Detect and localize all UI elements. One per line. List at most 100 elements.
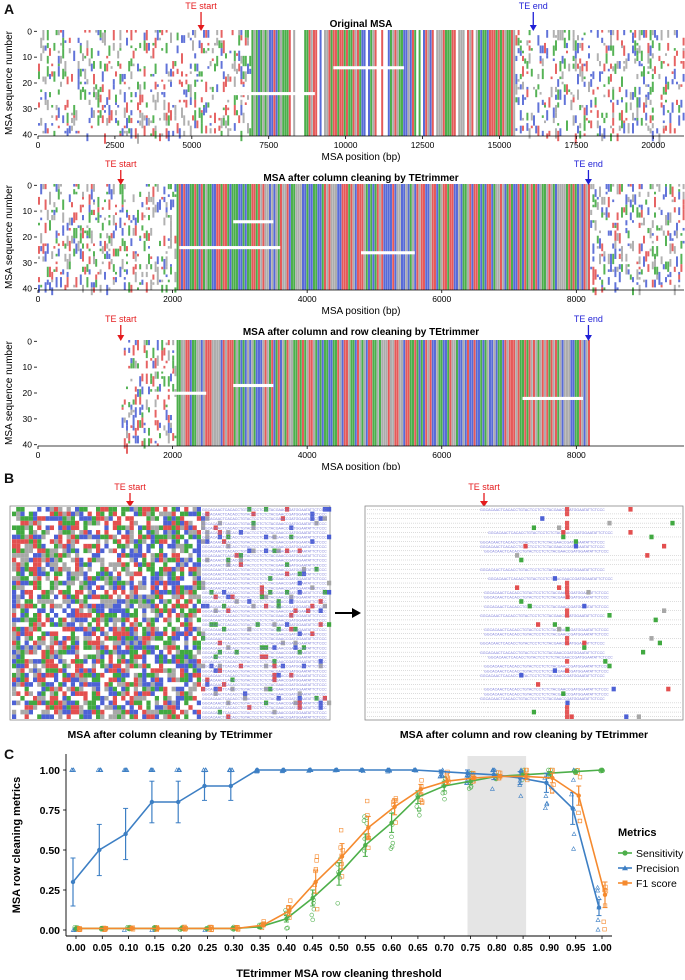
alignment-row [367,714,681,719]
svg-text:GGCACAACTCACACCTGTACTCCTCTCTAC: GGCACAACTCACACCTGTACTCCTCTCTACGAACCGATGG… [202,531,327,535]
y-tick-label: 30 [23,104,33,114]
y-axis-label: MSA row cleaning metrics [11,777,23,914]
alignment-row: GGCACAACTCACACCTGTACTCCTCTCTACGAACCGATGG… [12,585,327,590]
msa-plot-3: MSA after column and row cleaning by TEt… [4,314,684,470]
msa-plot-title: Original MSA [330,19,393,30]
alignment-row: GGCACAACTCACACCTGTACTCCTCTCTACGAACCGATGG… [367,576,613,581]
sensitivity-replicate [310,917,315,923]
sensitivity-replicate [335,901,340,906]
msa-plot-2: MSA after column cleaning by TEtrimmer 0 2… [4,159,685,317]
data-point [260,923,266,928]
data-point [468,779,473,784]
alignment-row: GGCACAACTCACACCTGTACTCCTCTCTACGAACCGATGG… [16,668,327,673]
precision-replicate [595,884,601,890]
alignment-row: GGCACAACTCACACCTGTACTCCTCTCTACGAACCGATGG… [12,562,327,567]
alignment-row: GGCACAACTCACACCTGTACTCCTCTCTACGAACCGATGG… [16,530,327,535]
panel-label-b: B [4,470,15,486]
y-tick-label: 1.00 [40,765,61,777]
precision-replicate [149,767,155,772]
alignment-row: GGCACAACTCACACCTGTACTCCTCTCTACGAACCGATGG… [12,511,327,517]
alignment-row: GGCACAACTCACACCTGTACTCCTCTCTACGAACCGATGG… [367,668,609,673]
data-point [228,783,233,789]
sensitivity-replicate [417,813,422,818]
x-tick-label: 4000 [298,294,317,304]
y-tick-label: 40 [23,440,33,450]
svg-text:GGCACAACTCACACCTGTACTCCTCTCTAC: GGCACAACTCACACCTGTACTCCTCTCTACGAACCGATGG… [202,642,327,646]
svg-text:GGCACAACTCACACCTGTACTCCTCTCTAC: GGCACAACTCACACCTGTACTCCTCTCTACGAACCGATGG… [202,596,327,600]
data-point [208,926,213,931]
svg-text:GGCACAACTCACACCTGTACTCCTCTCTAC: GGCACAACTCACACCTGTACTCCTCTCTACGAACCGATGG… [202,628,327,632]
alignment-row: GGCACAACTCACACCTGTACTCCTCTCTACGAACCGATGG… [367,507,633,512]
alignment-row: GGCACAACTCACACCTGTACTCCTCTCTACGAACCGATGG… [367,589,609,595]
svg-text:GGCACAACTCACACCTGTACTCCTCTCTAC: GGCACAACTCACACCTGTACTCCTCTCTACGAACCGATGG… [484,692,609,696]
data-point [202,783,207,789]
y-tick-label: 40 [23,284,33,294]
f1-replicate [340,848,345,853]
precision-replicate [543,793,549,798]
y-tick-label: 10 [23,362,33,372]
svg-text:GGCACAACTCACACCTGTACTCCTCTCTAC: GGCACAACTCACACCTGTACTCCTCTCTACGAACCGATGG… [202,568,327,572]
alignment-row: GGCACAACTCACACCTGTACTCCTCTCTACGAACCGATGG… [12,709,327,715]
data-point [333,767,339,773]
svg-text:GGCACAACTCACACCTGTACTCCTCTCTAC: GGCACAACTCACACCTGTACTCCTCTCTACGAACCGATGG… [202,674,327,678]
data-point [544,780,549,785]
svg-text:GGCACAACTCACACCTGTACTCCTCTCTAC: GGCACAACTCACACCTGTACTCCTCTCTACGAACCGATGG… [202,688,327,692]
x-tick-label: 0 [36,294,41,304]
sensitivity-replicate [468,785,474,790]
alignment-row: GGCACAACTCACACCTGTACTCCTCTCTACGAACCGATGG… [20,520,327,526]
te-end-marker: TE end [574,314,603,341]
data-point [129,926,134,931]
transition-arrow [335,608,361,618]
alignment-row: GGCACAACTCACACCTGTACTCCTCTCTACGAACCGATGG… [367,649,646,655]
precision-replicate [121,927,127,932]
legend-entry: F1 score [636,878,677,890]
svg-text:GGCACAACTCACACCTGTACTCCTCTCTAC: GGCACAACTCACACCTGTACTCCTCTCTACGAACCGATGG… [202,609,327,613]
alignment-row: GGCACAACTCACACCTGTACTCCTCTCTACGAACCGATGG… [367,603,609,609]
svg-text:GGCACAACTCACACCTGTACTCCTCTCTAC: GGCACAACTCACACCTGTACTCCTCTCTACGAACCGATGG… [202,683,327,687]
alignment-row [367,659,681,664]
svg-text:GGCACAACTCACACCTGTACTCCTCTCTAC: GGCACAACTCACACCTGTACTCCTCTCTACGAACCGATGG… [488,577,613,581]
x-tick-label: 10000 [334,140,358,150]
data-point [155,926,161,931]
svg-text:GGCACAACTCACACCTGTACTCCTCTCTAC: GGCACAACTCACACCTGTACTCCTCTCTACGAACCGATGG… [202,623,327,627]
sensitivity-replicate [311,907,317,912]
alignment-row: GGCACAACTCACACCTGTACTCCTCTCTACGAACCGATGG… [12,654,327,659]
f1-replicate [314,858,319,863]
caption-left: MSA after column cleaning by TEtrimmer [68,729,273,741]
alignment-row: GGCACAACTCACACCTGTACTCCTCTCTACGAACCGATGG… [12,663,327,669]
alignment-row: GGCACAACTCACACCTGTACTCCTCTCTACGAACCGATGG… [367,691,609,696]
svg-text:GGCACAACTCACACCTGTACTCCTCTCTAC: GGCACAACTCACACCTGTACTCCTCTCTACGAACCGATGG… [202,577,327,581]
msa-columns [38,30,685,144]
alignment-row: GGCACAACTCACACCTGTACTCCTCTCTACGAACCGATGG… [367,539,605,544]
te-start-marker: TE start [105,314,137,341]
svg-text:GGCACAACTCACACCTGTACTCCTCTCTAC: GGCACAACTCACACCTGTACTCCTCTCTACGAACCGATGG… [484,591,609,595]
svg-text:GGCACAACTCACACCTGTACTCCTCTCTAC: GGCACAACTCACACCTGTACTCCTCTCTACGAACCGATGG… [484,669,609,673]
svg-text:GGCACAACTCACACCTGTACTCCTCTCTAC: GGCACAACTCACACCTGTACTCCTCTCTACGAACCGATGG… [202,646,327,650]
alignment-row: GGCACAACTCACACCTGTACTCCTCTCTACGAACCGATGG… [12,543,327,549]
alignment-row: GGCACAACTCACACCTGTACTCCTCTCTACGAACCGATGG… [16,516,327,521]
svg-text:TE start: TE start [114,482,146,492]
f1-replicate [576,810,581,815]
svg-text:GGCACAACTCACACCTGTACTCCTCTCTAC: GGCACAACTCACACCTGTACTCCTCTCTACGAACCGATGG… [202,692,327,696]
x-tick-label: 0.05 [93,943,113,954]
precision-replicate [542,805,548,811]
alignment-row: GGCACAACTCACACCTGTACTCCTCTCTACGAACCGATGG… [24,705,327,710]
f1-replicate [577,818,583,824]
alignment-row [367,599,681,604]
te-end-marker: TE end [519,1,548,31]
alignment-row: GGCACAACTCACACCTGTACTCCTCTCTACGAACCGATGG… [12,700,332,706]
svg-text:GGCACAACTCACACCTGTACTCCTCTCTAC: GGCACAACTCACACCTGTACTCCTCTCTACGAACCGATGG… [202,545,327,549]
x-axis-label: MSA position (bp) [322,462,401,470]
x-tick-label: 6000 [432,450,451,460]
alignment-row: GGCACAACTCACACCTGTACTCCTCTCTACGAACCGATGG… [12,553,327,558]
data-point [307,767,312,773]
svg-text:GGCACAACTCACACCTGTACTCCTCTCTAC: GGCACAACTCACACCTGTACTCCTCTCTACGAACCGATGG… [202,522,327,526]
svg-text:GGCACAACTCACACCTGTACTCCTCTCTAC: GGCACAACTCACACCTGTACTCCTCTCTACGAACCGATGG… [480,614,605,618]
precision-replicate [544,800,550,806]
data-point [442,783,447,789]
alignment-row [367,645,681,650]
data-point [313,879,318,885]
data-point [182,926,187,931]
f1-replicate [420,799,425,804]
f1-replicate [577,818,583,824]
